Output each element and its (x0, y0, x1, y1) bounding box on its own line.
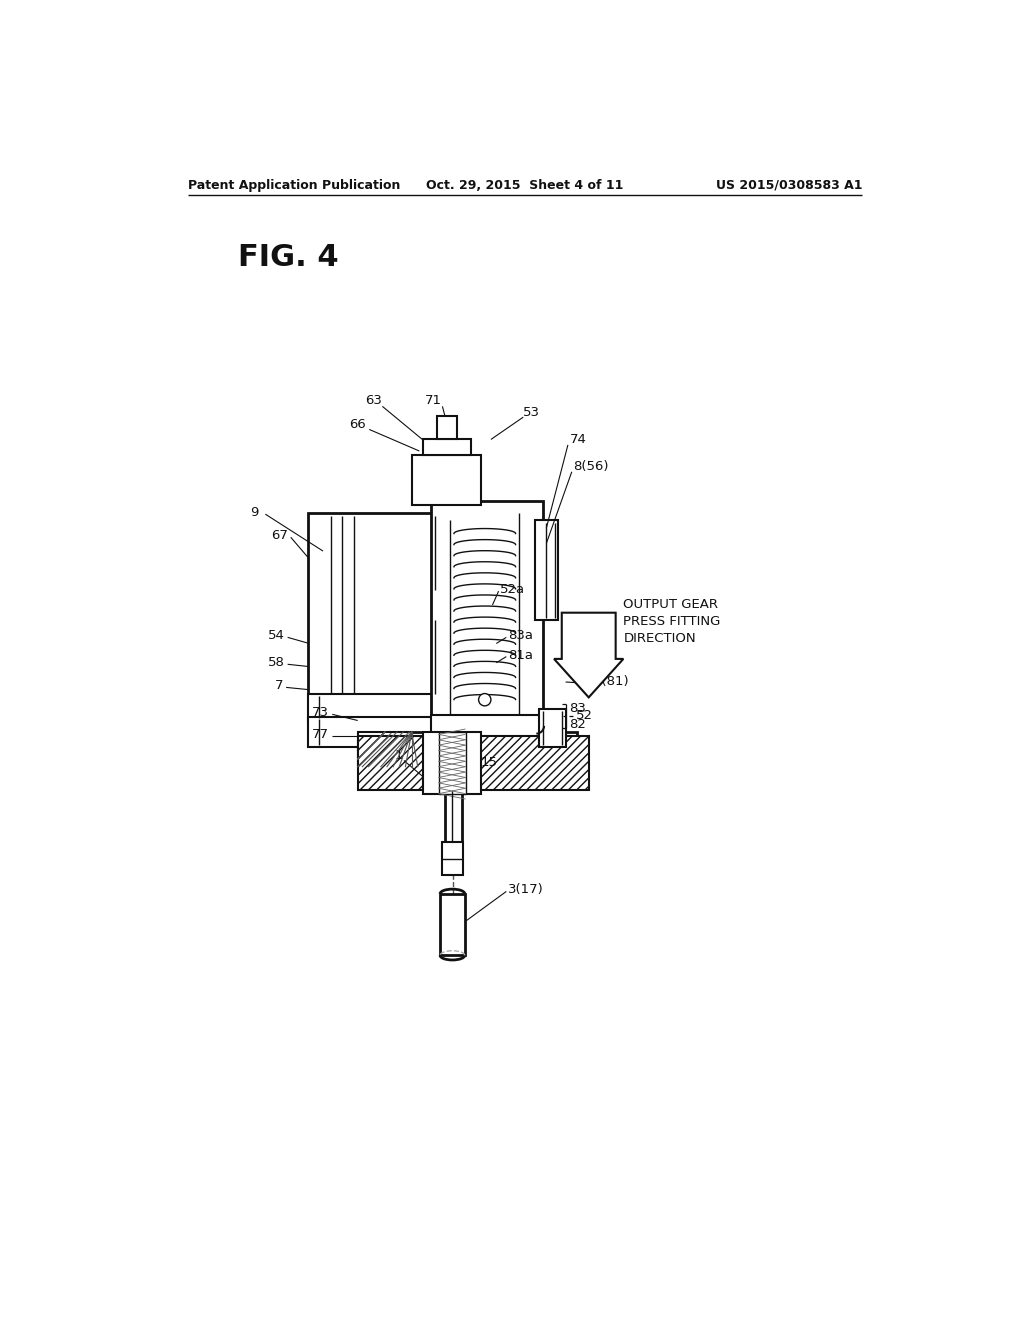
Text: PRESS FITTING: PRESS FITTING (624, 615, 721, 628)
Bar (440, 894, 465, 956)
Text: 77: 77 (312, 727, 330, 741)
Bar (431, 715, 543, 738)
Bar (438, 733, 466, 793)
Text: 53: 53 (523, 407, 541, 418)
Text: 3(17): 3(17) (508, 883, 544, 896)
Text: Oct. 29, 2015  Sheet 4 of 11: Oct. 29, 2015 Sheet 4 of 11 (426, 178, 624, 191)
Text: 1: 1 (394, 748, 402, 762)
Text: 73: 73 (312, 706, 330, 719)
Text: 52: 52 (575, 709, 593, 722)
Polygon shape (554, 612, 624, 697)
Text: 66: 66 (349, 417, 367, 430)
Text: Patent Application Publication: Patent Application Publication (188, 178, 400, 191)
Bar (307, 693, 451, 721)
Text: OUTPUT GEAR: OUTPUT GEAR (624, 598, 719, 611)
Text: 2(81): 2(81) (593, 676, 628, 689)
Bar (307, 717, 435, 747)
Text: 67: 67 (271, 529, 289, 543)
Text: 83: 83 (569, 702, 587, 715)
Text: 15: 15 (481, 756, 498, 770)
Text: 54: 54 (267, 630, 285, 643)
Text: 81a: 81a (508, 648, 532, 661)
Bar (412, 455, 481, 506)
Bar (423, 733, 481, 793)
Bar (437, 416, 457, 440)
Bar (444, 789, 462, 843)
Text: 74: 74 (569, 433, 587, 446)
Text: 9: 9 (250, 506, 258, 519)
Bar (431, 502, 543, 721)
Text: 8(56): 8(56) (573, 459, 609, 473)
Polygon shape (357, 733, 412, 767)
Bar (539, 709, 565, 747)
Text: DIRECTION: DIRECTION (624, 632, 696, 645)
Text: FIG. 4: FIG. 4 (239, 243, 339, 272)
Text: 58: 58 (267, 656, 285, 669)
Bar (423, 440, 471, 455)
Text: 82: 82 (569, 718, 587, 731)
Text: 7: 7 (274, 680, 283, 693)
Bar (307, 512, 442, 697)
Bar (535, 520, 558, 620)
Bar (357, 733, 578, 767)
Text: 71: 71 (425, 395, 441, 408)
Bar (357, 737, 589, 789)
Text: 52a: 52a (500, 583, 525, 597)
Bar (441, 842, 463, 875)
Text: 63: 63 (365, 395, 382, 408)
Text: US 2015/0308583 A1: US 2015/0308583 A1 (716, 178, 862, 191)
Text: 83a: 83a (508, 630, 532, 643)
Circle shape (478, 693, 490, 706)
